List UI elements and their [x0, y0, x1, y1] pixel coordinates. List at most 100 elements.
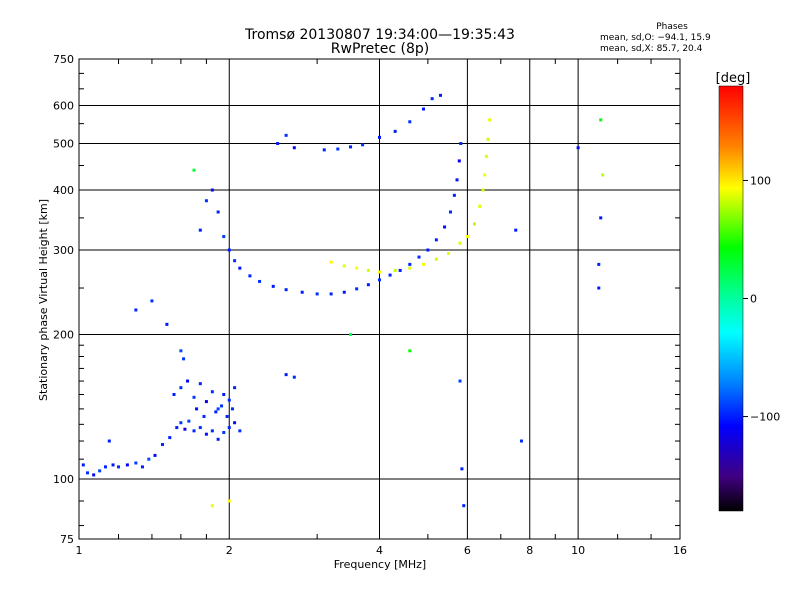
- data-point: [227, 426, 231, 430]
- data-point: [457, 159, 461, 163]
- data-point: [329, 260, 333, 264]
- data-point: [284, 133, 288, 137]
- data-point: [576, 146, 580, 150]
- data-point: [172, 393, 176, 397]
- data-point: [125, 463, 129, 467]
- data-point: [183, 427, 187, 431]
- data-point: [192, 168, 196, 172]
- data-point: [214, 410, 218, 414]
- data-point: [315, 292, 319, 296]
- y-tick-label: 200: [53, 329, 74, 342]
- data-point: [182, 357, 186, 361]
- colorbar-tick-label: 0: [750, 293, 757, 306]
- data-point: [599, 216, 603, 220]
- data-point: [179, 421, 183, 425]
- data-point: [430, 97, 434, 101]
- y-tick-label: 400: [53, 184, 74, 197]
- data-point: [408, 120, 412, 124]
- data-point: [134, 461, 138, 465]
- data-point: [111, 463, 115, 467]
- stats-title: Phases: [656, 22, 688, 32]
- colorbar-tick-label: 100: [750, 174, 771, 187]
- x-tick-label: 16: [673, 544, 687, 557]
- x-tick-label: 4: [376, 544, 383, 557]
- data-point: [378, 135, 381, 139]
- y-axis-label: Stationary phase Virtual Height [km]: [37, 199, 50, 401]
- data-point: [98, 469, 102, 473]
- data-point: [349, 333, 353, 337]
- data-point: [198, 228, 202, 232]
- data-point: [222, 393, 226, 397]
- data-point: [81, 463, 85, 467]
- data-point: [192, 395, 196, 399]
- data-point: [408, 266, 412, 270]
- y-tick-label: 500: [53, 138, 74, 151]
- data-point: [276, 142, 280, 146]
- data-point: [342, 264, 346, 268]
- data-point: [486, 137, 490, 141]
- data-point: [284, 373, 288, 377]
- chart-subtitle: RwPretec (8p): [330, 41, 430, 57]
- data-points: [81, 93, 605, 508]
- y-tick-label: 100: [53, 473, 74, 486]
- data-point: [92, 473, 96, 477]
- data-point: [361, 143, 365, 147]
- data-point: [599, 118, 603, 122]
- data-point: [366, 268, 370, 272]
- data-point: [258, 279, 262, 283]
- data-point: [107, 439, 111, 443]
- x-tick-label: 6: [464, 544, 471, 557]
- data-point: [378, 270, 381, 274]
- colorbar-tick-label: −100: [750, 411, 780, 424]
- data-point: [292, 146, 296, 150]
- data-point: [417, 255, 421, 259]
- data-point: [204, 199, 208, 203]
- data-point: [460, 467, 464, 471]
- stats-o-mode: mean, sd,O: −94.1, 15.9: [600, 33, 711, 43]
- data-point: [225, 414, 229, 418]
- data-point: [210, 390, 214, 394]
- data-point: [165, 322, 169, 326]
- data-point: [153, 453, 157, 457]
- data-point: [220, 404, 224, 408]
- data-point: [168, 436, 172, 440]
- data-point: [271, 284, 275, 288]
- data-point: [227, 499, 231, 503]
- data-point: [86, 471, 90, 475]
- data-point: [378, 278, 381, 282]
- data-point: [103, 465, 107, 469]
- colorbar: [718, 85, 744, 512]
- data-point: [478, 204, 482, 208]
- data-point: [601, 173, 605, 177]
- plot-frame: [78, 58, 681, 540]
- data-point: [202, 414, 206, 418]
- data-point: [210, 504, 214, 508]
- chart-title: Tromsø 20130807 19:34:00—19:35:43: [245, 27, 515, 43]
- data-point: [210, 429, 214, 433]
- data-point: [448, 210, 452, 214]
- data-point: [117, 465, 121, 469]
- data-point: [292, 375, 296, 379]
- data-point: [134, 308, 138, 312]
- data-point: [187, 419, 191, 423]
- stats-x-mode: mean, sd,X: 85.7, 20.4: [600, 44, 703, 54]
- data-point: [233, 421, 237, 425]
- data-point: [216, 407, 220, 411]
- data-point: [300, 290, 304, 294]
- data-point: [195, 407, 199, 411]
- data-point: [355, 266, 359, 270]
- data-point: [147, 457, 151, 461]
- data-point: [227, 248, 231, 252]
- data-point: [398, 268, 402, 272]
- data-point: [426, 248, 430, 252]
- y-tick-label: 750: [53, 53, 74, 66]
- data-point: [458, 241, 462, 245]
- y-tick-label: 600: [53, 100, 74, 113]
- x-tick-label: 2: [226, 544, 233, 557]
- data-point: [227, 398, 231, 402]
- data-point: [388, 273, 392, 277]
- data-point: [233, 259, 237, 263]
- data-point: [393, 129, 397, 133]
- data-point: [186, 379, 190, 383]
